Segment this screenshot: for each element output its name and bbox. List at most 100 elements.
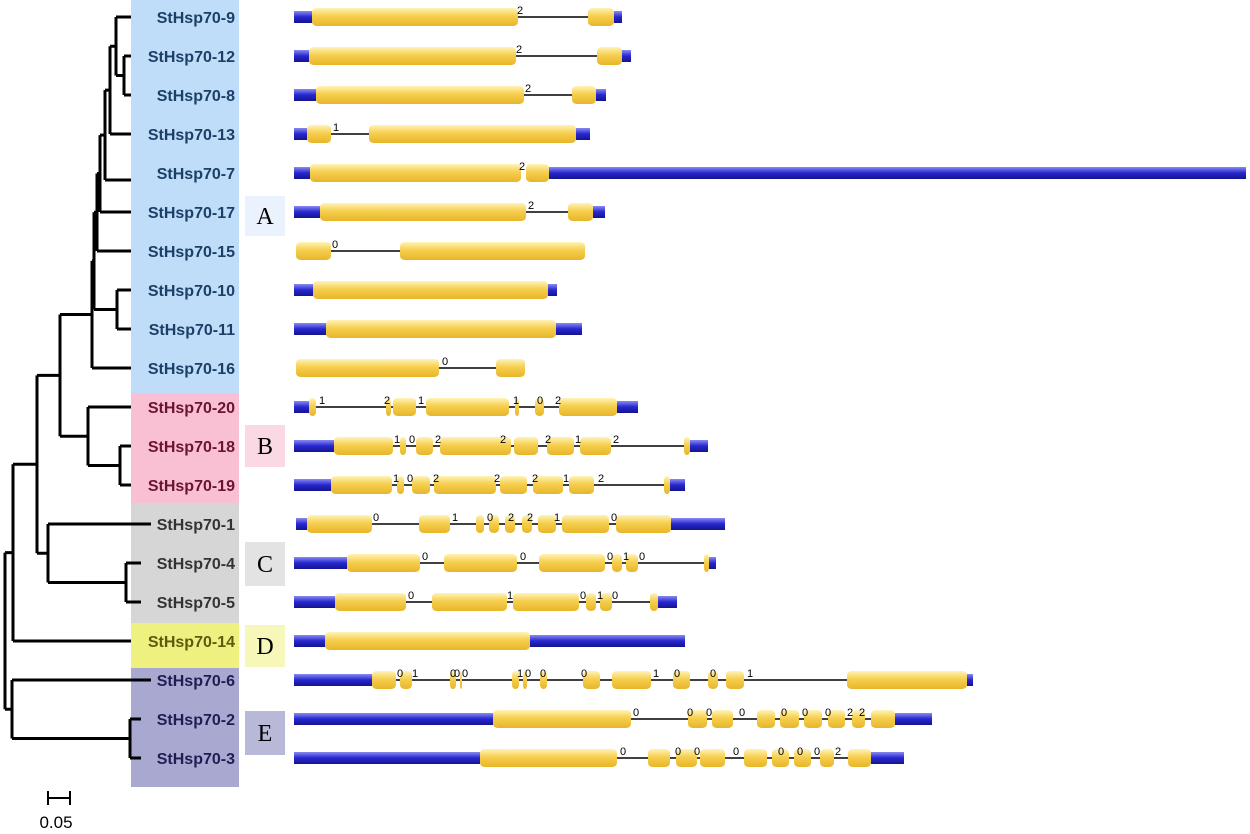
- intron-phase-label: 0: [825, 707, 831, 719]
- intron-phase-label: 1: [507, 590, 513, 602]
- cds-segment: [848, 749, 871, 767]
- cds-segment: [512, 671, 519, 689]
- cds-segment: [310, 164, 521, 182]
- intron-phase-label: 2: [613, 434, 619, 446]
- intron-phase-label: 1: [393, 473, 399, 485]
- intron-phase-label: 2: [435, 434, 441, 446]
- gene-label: StHsp70-15: [148, 244, 235, 261]
- utr-segment: [294, 11, 312, 23]
- cds-segment: [450, 671, 456, 689]
- gene-label: StHsp70-12: [148, 49, 235, 66]
- cds-segment: [526, 164, 549, 182]
- intron-phase-label: 1: [319, 395, 325, 407]
- utr-segment: [294, 557, 347, 569]
- gene-structure-row: 2: [294, 200, 605, 221]
- intron-phase-label: 0: [409, 434, 415, 446]
- gene-structure-row: 2: [294, 83, 606, 104]
- cds-segment: [612, 554, 622, 572]
- gene-label: StHsp70-2: [157, 712, 235, 729]
- gene-label: StHsp70-14: [148, 634, 235, 651]
- gene-structure-row: [294, 281, 557, 299]
- intron-phase-label: 0: [639, 551, 645, 563]
- cds-segment: [572, 86, 596, 104]
- intron-phase-label: 0: [611, 512, 617, 524]
- cds-segment: [400, 242, 585, 260]
- cds-segment: [726, 671, 744, 689]
- intron-phase-label: 2: [532, 473, 538, 485]
- intron-phase-label: 0: [442, 356, 448, 368]
- cds-segment: [513, 593, 579, 611]
- cds-segment: [871, 710, 895, 728]
- cds-segment: [580, 437, 611, 455]
- intron-phase-label: 2: [525, 83, 531, 95]
- cds-segment: [794, 749, 811, 767]
- gene-label: StHsp70-19: [148, 478, 235, 495]
- intron-phase-label: 1: [333, 122, 339, 134]
- cds-segment: [325, 632, 530, 650]
- cds-segment: [847, 671, 967, 689]
- utr-segment: [294, 284, 313, 296]
- gene-label: StHsp70-3: [157, 751, 235, 768]
- intron-phase-label: 2: [545, 434, 551, 446]
- utr-segment: [614, 11, 622, 23]
- cds-segment: [307, 125, 331, 143]
- intron-phase-label: 0: [581, 668, 587, 680]
- intron-phase-label: 0: [733, 746, 739, 758]
- intron-phase-label: 2: [384, 395, 390, 407]
- intron-phase-label: 0: [540, 668, 546, 680]
- gene-label: StHsp70-6: [157, 673, 235, 690]
- cds-segment: [569, 476, 594, 494]
- gene-label: StHsp70-5: [157, 595, 235, 612]
- cds-segment: [612, 671, 651, 689]
- gene-structure-row: 0 1 0 2 2 1 0: [296, 512, 725, 533]
- utr-segment: [294, 89, 316, 101]
- utr-segment: [296, 518, 307, 530]
- intron-phase-label: 0: [814, 746, 820, 758]
- cds-segment: [535, 398, 544, 416]
- intron-phase-label: 0: [797, 746, 803, 758]
- gene-labels: StHsp70-9 StHsp70-12 StHsp70-8 StHsp70-13 St…: [148, 10, 235, 768]
- intron-phase-label: 0: [462, 668, 468, 680]
- scale-bar: 0.05: [39, 791, 73, 832]
- utr-segment: [556, 323, 582, 335]
- cds-segment: [586, 593, 596, 611]
- intron-phase-label: 2: [500, 434, 506, 446]
- cds-segment: [820, 749, 834, 767]
- cds-segment: [523, 671, 527, 689]
- cds-segment: [480, 749, 617, 767]
- cds-segment: [393, 398, 416, 416]
- cds-segment: [307, 515, 372, 533]
- cds-segment: [757, 710, 775, 728]
- cds-segment: [852, 710, 865, 728]
- cds-segment: [533, 476, 563, 494]
- utr-segment: [294, 401, 309, 413]
- cds-segment: [673, 671, 690, 689]
- intron-phase-label: 2: [859, 707, 865, 719]
- cds-segment: [547, 437, 574, 455]
- cds-segment: [320, 203, 526, 221]
- intron-phase-label: 0: [710, 668, 716, 680]
- group-labels: A B C D E: [245, 196, 285, 755]
- intron-phase-label: 0: [612, 590, 618, 602]
- cds-segment: [296, 359, 439, 377]
- cds-segment: [331, 476, 392, 494]
- utr-segment: [617, 401, 638, 413]
- utr-segment: [294, 440, 334, 452]
- cds-segment: [372, 671, 396, 689]
- intron-phase-label: 2: [847, 707, 853, 719]
- intron-phase-label: 0: [778, 746, 784, 758]
- cds-segment: [828, 710, 845, 728]
- utr-segment: [294, 674, 372, 686]
- intron-phase-label: 0: [580, 590, 586, 602]
- utr-segment: [294, 50, 309, 62]
- cds-segment: [476, 515, 484, 533]
- intron-phase-label: 1: [747, 668, 753, 680]
- intron-phase-label: 2: [433, 473, 439, 485]
- intron-phase-label: 0: [537, 395, 543, 407]
- cds-segment: [616, 515, 671, 533]
- cds-segment: [460, 671, 462, 689]
- cds-segment: [700, 749, 725, 767]
